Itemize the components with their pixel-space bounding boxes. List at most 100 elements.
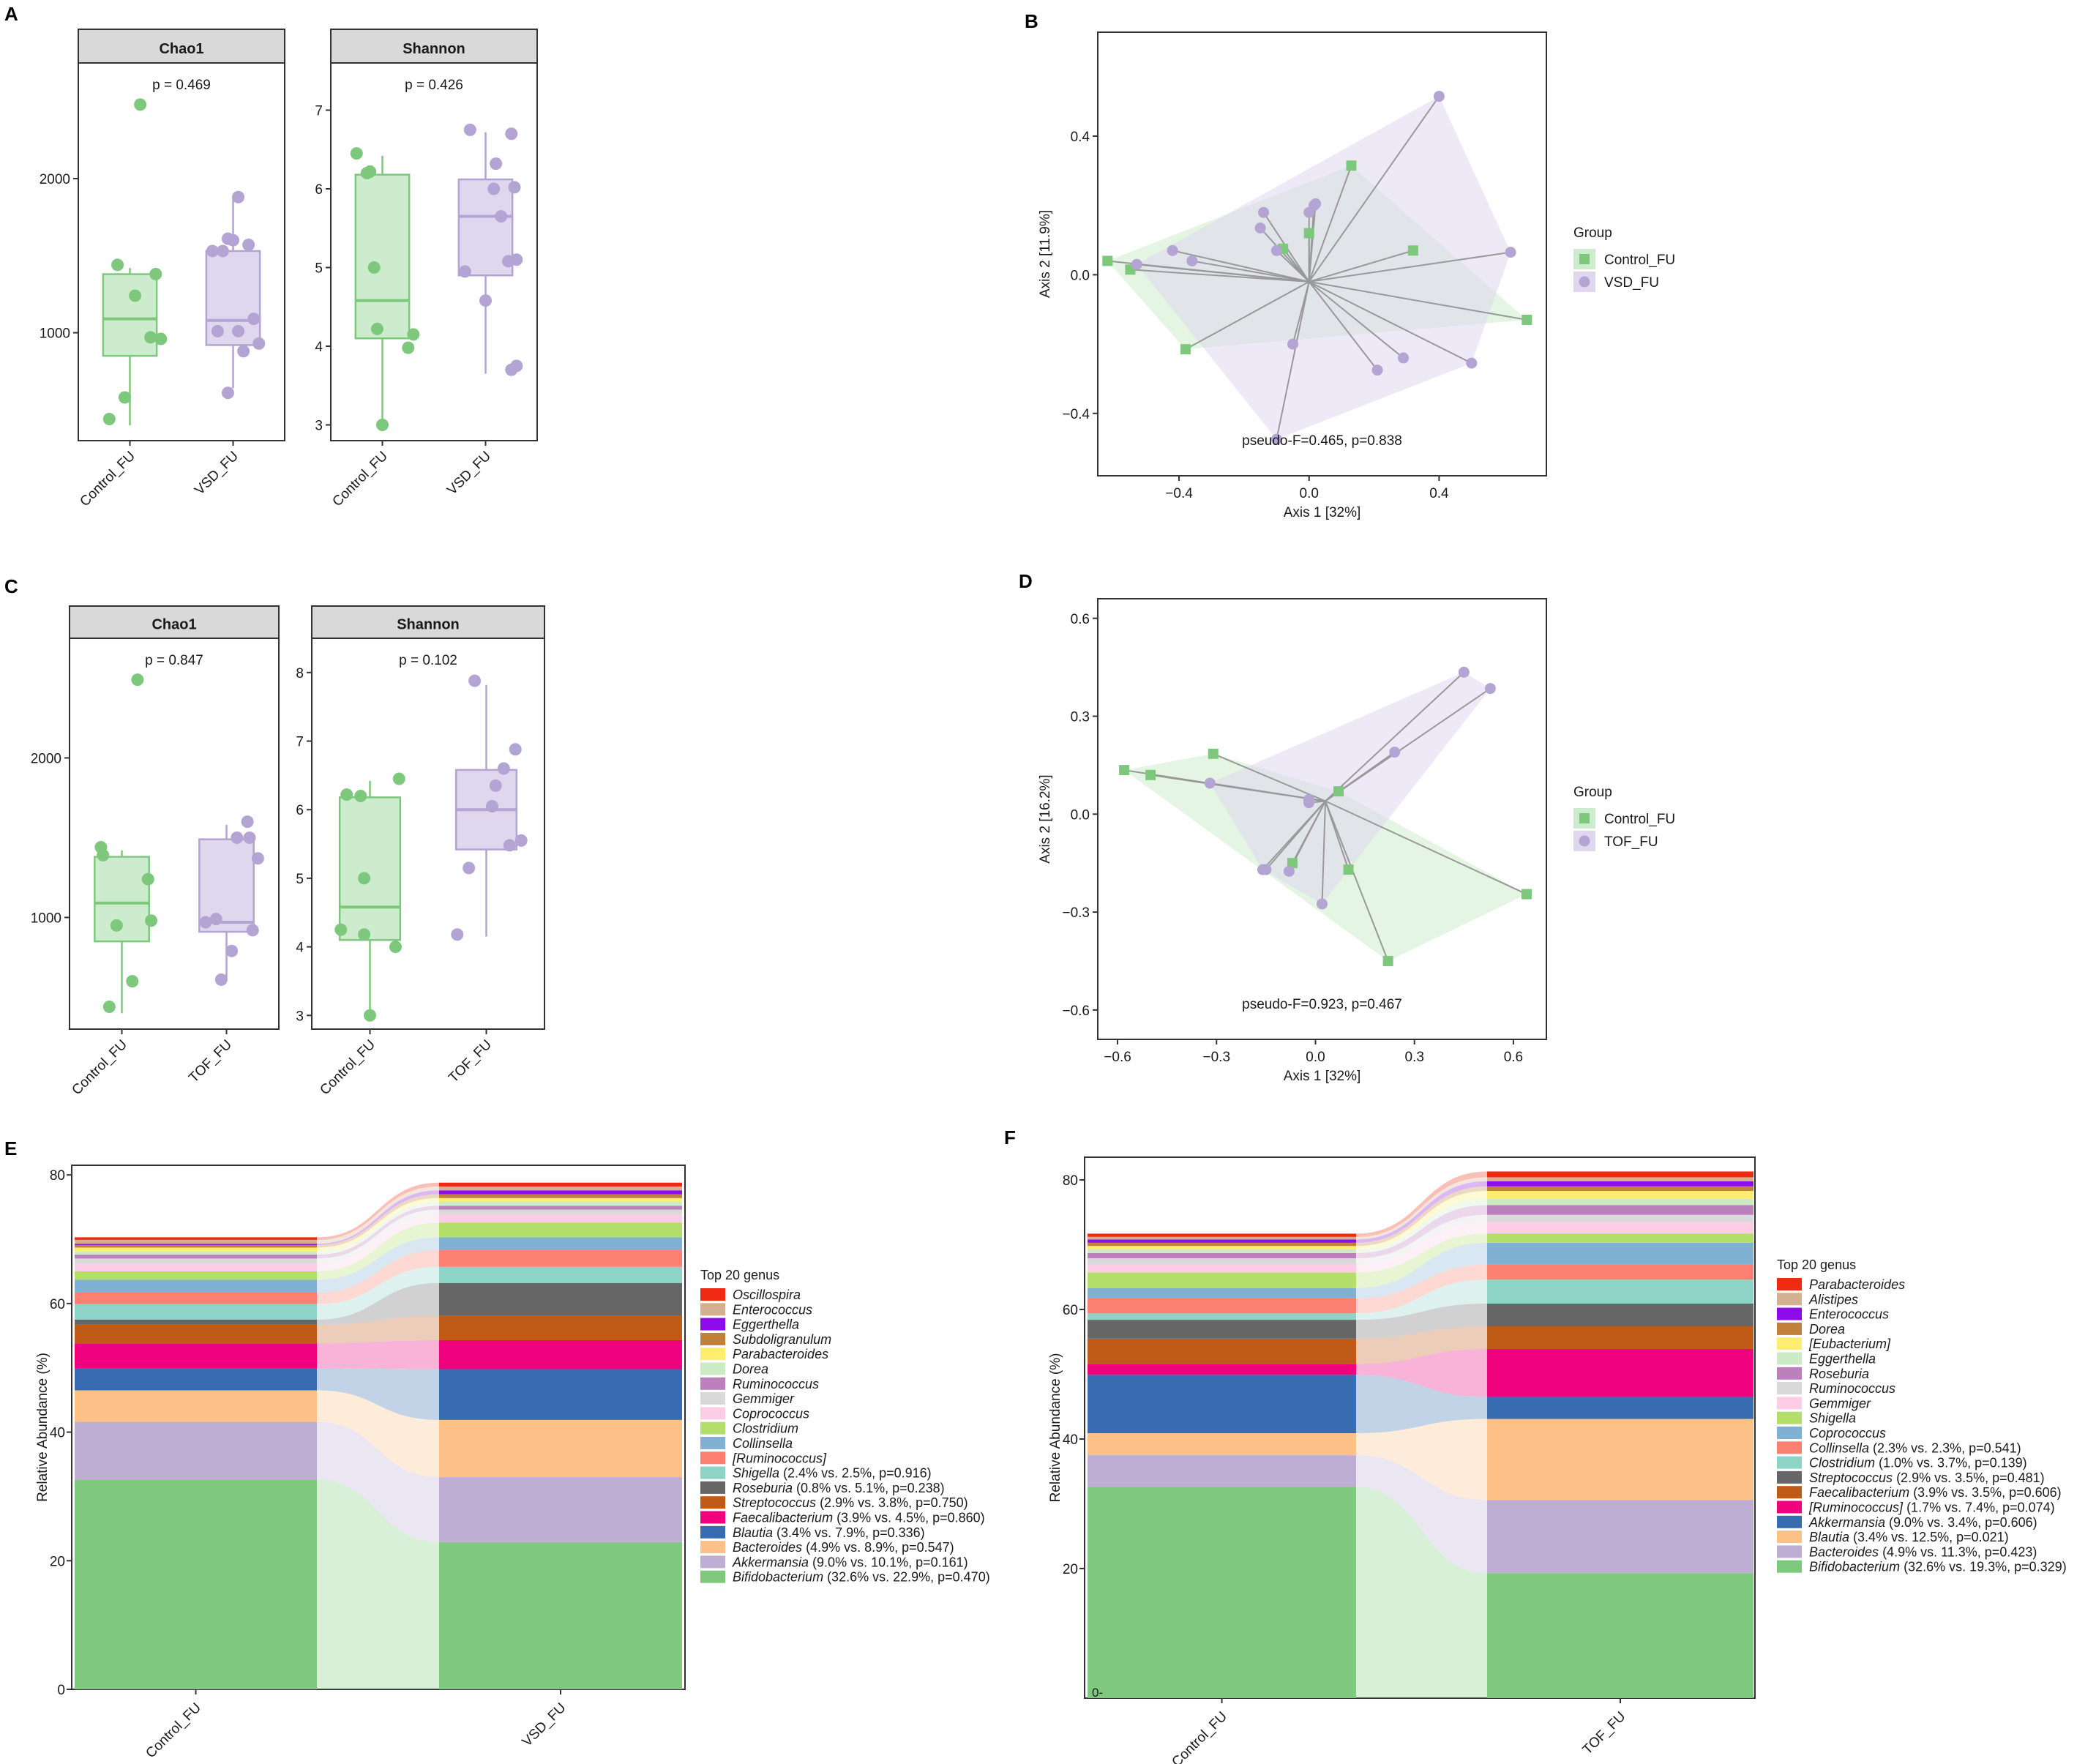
- legend-label: Coprococcus: [1809, 1426, 1886, 1440]
- x-tick-label: TOF_FU: [1580, 1709, 1629, 1758]
- bar-segment-VSD_FU-Bifidobacterium: [439, 1541, 682, 1689]
- stacked-F-stack: 0- 20 40 60 80 Control_FU TOF_FU Relative Abund…: [1048, 1156, 2067, 1764]
- data-point-circle: [1389, 747, 1401, 758]
- legend-label: Dorea: [1809, 1322, 1845, 1337]
- alluvium-Parabacteroides: [317, 1197, 439, 1252]
- data-point-circle: [1433, 91, 1445, 102]
- legend-label: Dorea: [733, 1362, 768, 1377]
- data-point: [232, 190, 245, 203]
- data-point: [211, 324, 224, 337]
- data-point-circle: [1308, 200, 1320, 212]
- centroid-spoke: [1191, 260, 1309, 283]
- legend-label: [Eubacterium]: [1808, 1337, 1891, 1351]
- x-tick-label: 0.3: [1404, 1050, 1423, 1065]
- data-point: [206, 244, 219, 258]
- data-point: [490, 157, 503, 171]
- legend-label: Collinsella (2.3% vs. 2.3%, p=0.541): [1809, 1440, 2021, 1455]
- bar-segment-Control_FU-Blautia: [75, 1368, 317, 1391]
- data-point: [102, 1000, 116, 1013]
- legend-key: [700, 1392, 725, 1405]
- legend-label: Gemmiger: [1809, 1396, 1871, 1410]
- facet-strip-label: Chao1: [151, 617, 196, 633]
- x-tick-label: −0.3: [1203, 1050, 1231, 1065]
- legend-label: Bacteroides (4.9% vs. 11.3%, p=0.423): [1809, 1544, 2037, 1559]
- centroid-spoke: [1309, 281, 1404, 359]
- y-tick-label: 40: [1063, 1432, 1078, 1448]
- legend-key: [1777, 1515, 1802, 1528]
- legend-statistic: (3.9% vs. 4.5%, p=0.860): [833, 1511, 985, 1525]
- x-tick-label: 0.0: [1300, 486, 1319, 501]
- legend-key: [700, 1288, 725, 1301]
- legend-label: Shigella (2.4% vs. 2.5%, p=0.916): [733, 1466, 932, 1481]
- bar-segment-Control_FU-Akkermansia: [75, 1421, 317, 1480]
- legend-genus-name: Parabacteroides: [1809, 1277, 1905, 1292]
- bar-segment-VSD_FU-Akkermansia: [439, 1477, 682, 1542]
- y-tick-label: 0-: [1092, 1686, 1103, 1700]
- legend-genus-name: [Ruminococcus]: [1808, 1500, 1904, 1515]
- legend-key: [1777, 1397, 1802, 1410]
- bar-segment-Control_FU-Streptococcus: [1088, 1320, 1356, 1339]
- alluvium-[Ruminococcus]: [317, 1249, 439, 1304]
- bar-segment-TOF_FU-Clostridium: [1487, 1279, 1753, 1304]
- bar-segment-VSD_FU-Dorea: [439, 1202, 682, 1206]
- data-point: [503, 839, 516, 852]
- legend-key: [1777, 1293, 1802, 1306]
- y-tick-label: 0: [57, 1683, 65, 1698]
- data-point-circle: [1466, 357, 1478, 369]
- group-hull-TOF_FU: [1210, 672, 1491, 904]
- legend-title: Group: [1573, 785, 1612, 800]
- bar-segment-TOF_FU-Coprococcus: [1487, 1242, 1753, 1265]
- y-tick-label: −0.4: [1062, 407, 1090, 422]
- legend-label: Blautia (3.4% vs. 7.9%, p=0.336): [733, 1525, 925, 1540]
- bar-segment-Control_FU-Coprococcus: [75, 1263, 317, 1271]
- bar-segment-VSD_FU-Roseburia: [439, 1282, 682, 1316]
- legend-genus-name: Collinsella: [733, 1436, 793, 1451]
- legend-genus-name: Oscillospira: [733, 1288, 801, 1302]
- data-point-square: [1407, 245, 1418, 256]
- alluvium-Roseburia: [1356, 1205, 1487, 1259]
- alluvium-Enterococcus: [1356, 1181, 1487, 1243]
- data-point-square: [1287, 858, 1298, 869]
- alluvium-[Eubacterium]: [1356, 1191, 1487, 1249]
- data-point: [358, 928, 371, 941]
- data-point: [225, 944, 239, 957]
- y-tick-label: 3: [315, 419, 323, 434]
- legend-genus-name: Akkermansia: [732, 1555, 809, 1569]
- y-axis-title: Relative Abundance (%): [1048, 1353, 1063, 1503]
- alluvium-Bacteroides: [317, 1390, 439, 1478]
- legend-title: Top 20 genus: [1777, 1257, 1856, 1272]
- alluvium-Eggerthella: [317, 1190, 439, 1245]
- legend-statistic: (3.4% vs. 7.9%, p=0.336): [773, 1525, 925, 1540]
- data-point-square: [1521, 889, 1532, 900]
- data-point-square: [1343, 864, 1354, 875]
- data-point: [489, 779, 502, 792]
- legend-genus-name: Gemmiger: [1809, 1396, 1871, 1410]
- alluvium-Blautia: [1356, 1419, 1487, 1500]
- alluvium-Shigella: [317, 1266, 439, 1320]
- y-tick-label: 20: [50, 1554, 65, 1569]
- legend-key: [1777, 1441, 1802, 1454]
- legend-key: [1777, 1427, 1802, 1439]
- legend-label: Streptococcus (2.9% vs. 3.5%, p=0.481): [1809, 1470, 2045, 1485]
- data-point-circle: [1283, 865, 1295, 877]
- alluvium-Akkermansia: [1356, 1375, 1487, 1434]
- data-point: [364, 165, 377, 178]
- alluvium-Ruminococcus: [317, 1206, 439, 1259]
- alluvium-Streptococcus: [317, 1315, 439, 1344]
- legend-genus-name: Clostridium: [1809, 1456, 1875, 1470]
- bar-segment-TOF_FU-Collinsella: [1487, 1264, 1753, 1280]
- data-point-square: [1119, 765, 1130, 776]
- x-tick-label: TOF_FU: [446, 1037, 495, 1086]
- legend-genus-name: Bacteroides: [733, 1540, 802, 1555]
- data-point: [134, 98, 147, 111]
- data-point: [376, 419, 389, 431]
- y-tick-label: 0.6: [1071, 612, 1090, 627]
- legend-key: [700, 1541, 725, 1554]
- data-point-circle: [1484, 683, 1496, 695]
- y-tick-label: 2000: [40, 172, 70, 187]
- centroid-spoke: [1325, 671, 1464, 802]
- x-tick-label: Control_FU: [69, 1037, 130, 1099]
- legend-label: [Ruminococcus] (1.7% vs. 7.4%, p=0.074): [1808, 1500, 2055, 1515]
- alluvium-[Ruminococcus]: [1356, 1348, 1487, 1397]
